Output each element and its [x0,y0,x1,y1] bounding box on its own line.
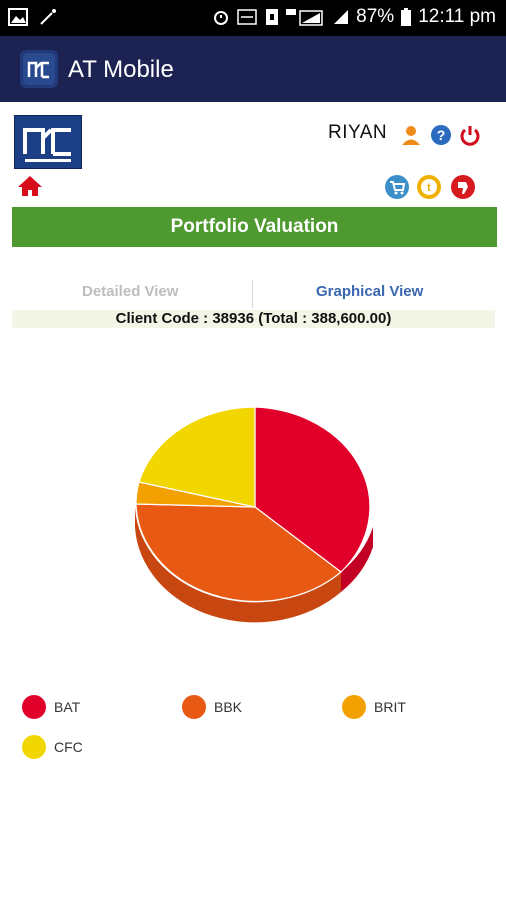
legend-dot-bat [22,695,46,719]
clock: 12:11 pm [418,6,496,27]
svg-text:t: t [427,182,431,194]
cart-icon[interactable] [384,174,410,200]
legend-item-cfc: CFC [22,735,83,759]
tab-detailed-view[interactable]: Detailed View [82,283,179,300]
alarm-icon [214,11,229,25]
status-bar: 87% 12:11 pm [0,0,506,36]
legend-item-bat: BAT [22,695,80,719]
portfolio-pie-chart [135,406,373,623]
app-logo [20,50,58,88]
sim-icon [266,9,279,25]
tab-graphical-view[interactable]: Graphical View [316,283,424,300]
client-code-bar: Client Code : 38936 (Total : 388,600.00) [12,310,495,328]
currency-icon[interactable]: t [416,174,442,200]
legend-item-bbk: BBK [182,695,242,719]
pie-slice-bbk [135,503,342,602]
app-title: AT Mobile [68,56,174,83]
pie-slice-bat [254,406,371,573]
svg-text:?: ? [437,127,446,143]
legend-label-cfc: CFC [54,739,83,755]
volte-icon [237,9,257,25]
legend-dot-bbk [182,695,206,719]
signal-icon [334,10,349,24]
username: RIYAN [328,122,388,143]
tab-divider [252,280,253,308]
legend-dot-brit [342,695,366,719]
legend-dot-cfc [22,735,46,759]
pie-side-bat [341,527,373,592]
app-bar [0,36,506,102]
user-profile-icon[interactable] [400,124,422,146]
home-icon[interactable] [16,174,44,198]
page-title: Portfolio Valuation [12,207,497,247]
pie-side-bbk [135,507,341,623]
power-icon[interactable] [459,124,481,146]
legend-item-brit: BRIT [342,695,406,719]
magic-wand-icon [40,9,56,25]
legend-label-bat: BAT [54,699,81,715]
battery-percent: 87% [356,6,395,27]
help-icon[interactable]: ? [430,124,452,146]
gallery-icon [8,8,28,26]
legend-label-bbk: BBK [214,699,243,715]
legend-label-brit: BRIT [374,699,406,715]
lte-signal-icon [286,9,323,26]
pie-slice-cfc [138,406,256,508]
sell-icon[interactable] [450,174,476,200]
battery-icon [401,8,412,26]
brand-logo [14,115,82,169]
